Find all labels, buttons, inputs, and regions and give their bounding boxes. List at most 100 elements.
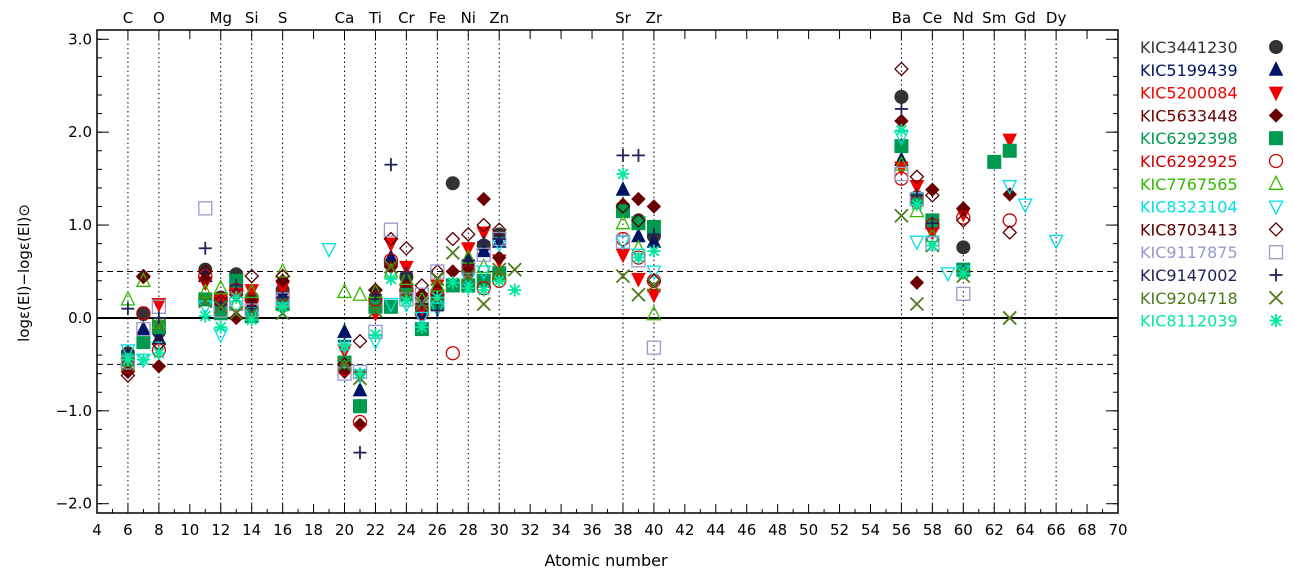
x-tick-label: 26 <box>428 521 447 539</box>
data-point <box>151 318 167 333</box>
data-point <box>893 155 909 171</box>
data-point <box>229 278 243 292</box>
data-point <box>909 169 925 185</box>
legend-label: KIC8703413 <box>1140 220 1238 239</box>
x-tick-label: 18 <box>304 521 323 539</box>
data-point <box>616 167 630 181</box>
data-point <box>337 357 352 372</box>
data-point <box>337 366 352 381</box>
y-tick-label: −1.0 <box>56 402 92 420</box>
data-point <box>955 212 971 228</box>
data-point <box>647 244 661 258</box>
data-point <box>631 216 646 231</box>
data-point <box>352 333 368 349</box>
data-point <box>352 399 367 414</box>
data-point <box>956 210 971 225</box>
series-kic6292398 <box>120 139 1017 414</box>
data-point <box>631 212 646 228</box>
element-label-ni: Ni <box>461 9 476 27</box>
x-axis-ticks: 4 6 8 10 12 14 16 18 20 22 24 26 28 30 32 34 36 38 40 42 44 4… <box>92 30 1128 539</box>
legend-marker <box>1268 108 1284 123</box>
data-point <box>476 242 492 258</box>
data-point <box>197 264 213 279</box>
data-point <box>956 266 970 280</box>
data-point <box>646 340 662 355</box>
x-tick-label: 38 <box>613 521 632 539</box>
legend-label: KIC5199439 <box>1140 61 1238 80</box>
element-label-ce: Ce <box>923 9 943 27</box>
data-point <box>476 247 491 262</box>
data-point <box>909 235 925 251</box>
series-kic9204718 <box>120 208 1017 386</box>
data-point <box>460 226 476 242</box>
legend-label: KIC7767565 <box>1140 175 1238 194</box>
data-point <box>136 335 151 350</box>
element-label-sr: Sr <box>615 9 632 27</box>
data-point <box>414 296 430 312</box>
x-tick-label: 20 <box>335 521 354 539</box>
data-point <box>445 245 460 261</box>
x-tick-label: 10 <box>180 521 199 539</box>
data-point <box>429 276 445 292</box>
data-point <box>476 226 492 242</box>
data-point <box>151 298 167 313</box>
data-point <box>476 217 492 233</box>
data-point <box>615 234 631 249</box>
data-point <box>383 299 398 314</box>
data-point <box>631 191 646 207</box>
series-kic9147002 <box>121 102 970 460</box>
x-tick-label: 8 <box>154 521 164 539</box>
data-point <box>1002 143 1017 158</box>
data-point <box>476 296 491 312</box>
element-label-zr: Zr <box>646 9 663 27</box>
legend-marker <box>1269 314 1283 328</box>
data-point <box>136 320 151 336</box>
element-label-ca: Ca <box>335 9 355 27</box>
data-point <box>275 306 290 321</box>
x-tick-label: 4 <box>92 521 102 539</box>
data-point <box>399 294 413 308</box>
data-point <box>353 367 367 381</box>
data-point <box>631 272 646 288</box>
data-point <box>492 250 507 265</box>
series-kic5199439 <box>120 151 940 397</box>
x-tick-label: 68 <box>1078 521 1097 539</box>
data-point <box>120 344 136 360</box>
x-tick-label: 16 <box>273 521 292 539</box>
x-tick-label: 70 <box>1108 521 1127 539</box>
series-kic5200084 <box>120 133 1018 385</box>
data-point <box>336 282 353 299</box>
data-point <box>430 304 444 318</box>
data-point <box>647 227 661 241</box>
data-point <box>646 278 662 293</box>
x-tick-label: 14 <box>242 521 261 539</box>
data-point <box>213 279 229 295</box>
data-point <box>352 285 368 301</box>
data-point <box>615 199 631 214</box>
data-point <box>414 311 430 327</box>
x-tick-label: 36 <box>582 521 601 539</box>
data-point <box>646 305 662 321</box>
data-point <box>368 288 382 302</box>
x-tick-label: 24 <box>397 521 416 539</box>
data-point <box>445 231 461 247</box>
data-point <box>508 283 522 297</box>
data-point <box>476 265 492 281</box>
legend-marker <box>1269 268 1283 282</box>
data-point <box>1002 213 1017 228</box>
data-point <box>615 214 631 230</box>
data-point <box>616 148 630 162</box>
legend-marker <box>1268 86 1284 102</box>
data-point <box>120 364 136 380</box>
x-tick-label: 48 <box>768 521 787 539</box>
data-point <box>383 222 399 237</box>
data-points <box>120 61 1064 460</box>
data-point <box>245 313 259 327</box>
data-point <box>244 282 260 299</box>
legend-label: KIC6292925 <box>1140 152 1238 171</box>
data-point <box>198 268 213 284</box>
data-point <box>615 235 631 251</box>
legend-label: KIC6292398 <box>1140 129 1238 148</box>
element-label-c: C <box>123 9 133 27</box>
